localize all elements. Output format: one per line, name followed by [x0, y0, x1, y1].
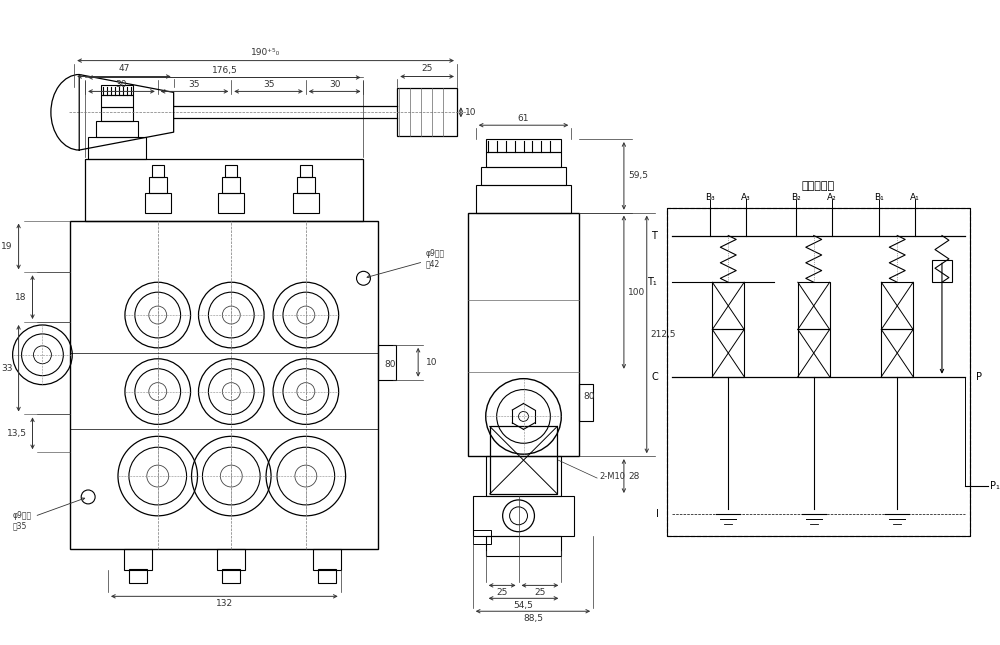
Bar: [145, 193, 171, 213]
Bar: [486, 152, 561, 167]
Bar: [486, 139, 561, 152]
Bar: [490, 426, 557, 494]
Bar: [468, 213, 579, 456]
Text: 10: 10: [465, 108, 476, 117]
Bar: [798, 283, 830, 330]
Text: B₃: B₃: [705, 194, 715, 203]
Text: 54,5: 54,5: [514, 600, 533, 610]
Bar: [152, 165, 164, 177]
Bar: [297, 177, 315, 193]
Text: 212,5: 212,5: [651, 330, 676, 339]
Text: 132: 132: [216, 599, 233, 608]
Bar: [712, 283, 744, 330]
Text: 13,5: 13,5: [7, 429, 27, 438]
Text: 10: 10: [426, 358, 438, 367]
Text: B₂: B₂: [791, 194, 801, 203]
Text: T₁: T₁: [647, 277, 657, 287]
Bar: [293, 193, 319, 213]
Text: 30: 30: [116, 80, 127, 89]
Text: 25: 25: [421, 64, 433, 73]
Bar: [712, 330, 744, 377]
Text: 100: 100: [628, 288, 645, 297]
Text: A₂: A₂: [827, 194, 837, 203]
Bar: [881, 330, 913, 377]
Bar: [481, 167, 566, 185]
Bar: [222, 570, 240, 584]
Text: 35: 35: [189, 80, 200, 89]
Text: 35: 35: [263, 80, 274, 89]
Text: 88,5: 88,5: [523, 613, 543, 622]
Bar: [85, 159, 363, 221]
Bar: [225, 165, 237, 177]
Bar: [486, 456, 561, 496]
Bar: [798, 330, 830, 377]
Bar: [473, 496, 574, 536]
Text: A₁: A₁: [910, 194, 920, 203]
Bar: [579, 384, 593, 421]
Text: 33: 33: [1, 364, 13, 373]
Text: 2-M10: 2-M10: [599, 471, 625, 481]
Bar: [313, 549, 341, 570]
Text: 19: 19: [1, 242, 13, 251]
Text: 190⁺⁵₀: 190⁺⁵₀: [250, 48, 280, 57]
Bar: [101, 95, 133, 107]
Text: 80: 80: [384, 361, 396, 369]
Bar: [476, 185, 571, 213]
Bar: [300, 165, 312, 177]
Bar: [473, 530, 491, 544]
Text: A₃: A₃: [741, 194, 751, 203]
Bar: [667, 208, 970, 536]
Bar: [88, 137, 146, 159]
Text: 176,5: 176,5: [211, 66, 237, 75]
Text: φ9盲孔
高42: φ9盲孔 高42: [367, 249, 445, 278]
Text: B₁: B₁: [874, 194, 884, 203]
Bar: [932, 261, 952, 283]
Text: I: I: [656, 509, 659, 519]
Bar: [129, 570, 147, 584]
Text: 47: 47: [118, 64, 130, 73]
Text: P₁: P₁: [990, 481, 1000, 491]
Bar: [222, 177, 240, 193]
Text: P: P: [976, 372, 982, 382]
Bar: [218, 193, 244, 213]
Text: 59,5: 59,5: [628, 172, 648, 181]
Text: φ9盲孔
高35: φ9盲孔 高35: [13, 498, 85, 530]
Text: 28: 28: [628, 471, 639, 481]
Text: 液压原理图: 液压原理图: [801, 181, 834, 191]
Bar: [101, 107, 133, 121]
Text: 80: 80: [583, 392, 595, 401]
Text: 30: 30: [329, 80, 340, 89]
Bar: [217, 549, 245, 570]
Bar: [881, 283, 913, 330]
Bar: [96, 121, 138, 137]
Bar: [70, 221, 378, 549]
Bar: [124, 549, 152, 570]
Text: 18: 18: [15, 293, 27, 302]
Text: 25: 25: [534, 588, 546, 597]
Bar: [486, 536, 561, 555]
Text: T: T: [651, 230, 657, 241]
Bar: [149, 177, 167, 193]
Bar: [397, 88, 457, 136]
Bar: [318, 570, 336, 584]
Text: 61: 61: [518, 114, 529, 123]
Bar: [378, 345, 396, 380]
Text: C: C: [652, 372, 659, 382]
Bar: [101, 85, 133, 95]
Text: 25: 25: [496, 588, 508, 597]
Bar: [667, 208, 970, 536]
